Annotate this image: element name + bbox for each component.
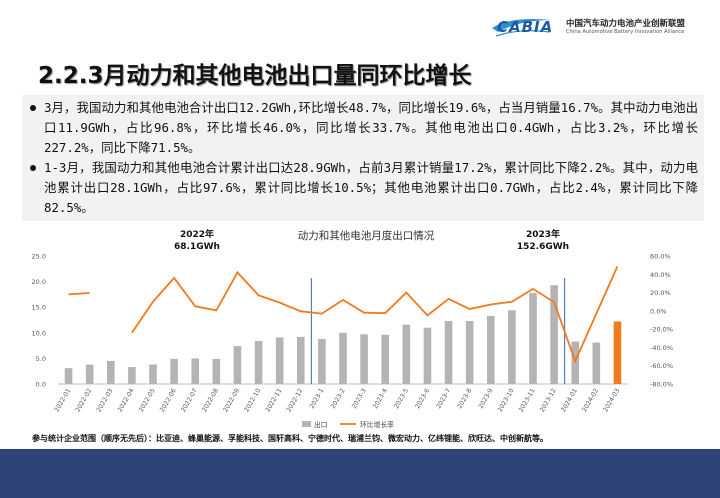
bar-2022-12 (296, 336, 305, 384)
bar-2022-09 (233, 346, 242, 384)
bar-2022-10 (254, 340, 263, 384)
x-tick-label: 2023-1 (309, 387, 326, 410)
legend-swatch-bar (302, 421, 311, 427)
legend-label-line: 环比增长率 (360, 420, 394, 429)
bullet-text: 3月，我国动力和其他电池合计出口12.2GWh,环比增长48.7%，同比增长19… (44, 100, 698, 155)
footer-band (0, 449, 720, 498)
x-tick-label: 2023-5 (393, 387, 410, 410)
x-tick-label: 2023-4 (372, 387, 389, 410)
y-left-tick-label: 15.0 (32, 304, 46, 312)
x-tick-label: 2022-06 (159, 387, 178, 413)
x-tick-label: 2023-7 (435, 387, 452, 410)
bar-2022-03 (106, 360, 115, 384)
y-right-tick-label: 20.0% (650, 289, 671, 297)
bullet-dot-icon (30, 105, 36, 111)
bar-2022-04 (128, 367, 136, 384)
x-tick-label: 2022-01 (53, 387, 72, 413)
annotation-2023-year: 2023年 (526, 228, 560, 240)
org-name-en: China Automotive Battery Innovation Alli… (566, 29, 685, 35)
x-tick-label: 2023-10 (497, 387, 516, 413)
bar-2022-06 (170, 358, 178, 384)
legend-label-bar: 出口 (314, 420, 328, 429)
y-left-tick-label: 10.0 (32, 329, 46, 337)
bar-2023-9 (486, 315, 495, 384)
bar-2023-12 (550, 285, 558, 384)
x-tick-label: 2023-12 (539, 387, 558, 413)
x-tick-label: 2022-10 (243, 387, 262, 413)
x-tick-label: 2022-08 (201, 387, 220, 413)
x-tick-label: 2022-12 (286, 387, 305, 413)
cabia-logo-icon (492, 19, 552, 37)
x-tick-label: 2023-8 (456, 387, 473, 410)
x-tick-label: 2022-11 (264, 387, 283, 413)
export-chart: 动力和其他电池月度出口情况 2022年 68.1GWh 2023年 152.6G… (32, 228, 673, 429)
x-tick-label: 2023-11 (518, 387, 537, 413)
annotation-2023-total: 152.6GWh (517, 242, 569, 252)
bar-2023-4 (381, 334, 390, 384)
x-tick-label: 2022-03 (96, 387, 115, 413)
y-right-tick-label: -20.0% (650, 326, 673, 334)
bar-2023-6 (423, 327, 432, 384)
bullet-dot-icon (30, 165, 36, 171)
y-right-tick-label: 0.0% (650, 307, 667, 315)
slide-title: 2.2.3月动力和其他电池出口量同环比增长 (38, 63, 472, 89)
x-tick-label: 2024-03 (602, 387, 621, 413)
summary-box: 3月，我国动力和其他电池合计出口12.2GWh,环比增长48.7%，同比增长19… (22, 95, 704, 221)
y-right-tick-label: -60.0% (650, 362, 673, 370)
y-right-tick-label: 40.0% (650, 271, 671, 279)
mom-growth-line (131, 265, 619, 364)
chart-title: 动力和其他电池月度出口情况 (298, 229, 435, 242)
org-name-cn: 中国汽车动力电池产业创新联盟 (566, 19, 686, 29)
bar-2022-11 (275, 337, 284, 384)
bar-2023-3 (360, 334, 368, 384)
bullet-march: 3月，我国动力和其他电池合计出口12.2GWh,环比增长48.7%，同比增长19… (26, 98, 698, 158)
bar-2022-07 (191, 358, 200, 384)
y-left-tick-label: 25.0 (32, 253, 46, 261)
x-tick-label: 2022-07 (180, 387, 199, 413)
footnote: 参与统计企业范围（顺序无先后）：比亚迪、蜂巢能源、孚能科技、国轩高科、宁德时代、… (32, 434, 548, 443)
bar-2022-02 (85, 364, 94, 384)
y-left-tick-label: 5.0 (36, 355, 46, 363)
bullet-text: 1-3月，我国动力和其他电池合计累计出口达28.9GWh，占前3月累计销量17.… (44, 160, 698, 215)
bar-2023-7 (444, 321, 453, 384)
x-tick-label: 2022-09 (222, 387, 241, 413)
org-logo: CABIA 中国汽车动力电池产业创新联盟 China Automotive Ba… (490, 14, 710, 40)
bar-2023-8 (465, 321, 474, 384)
y-left-tick-label: 20.0 (32, 278, 46, 286)
x-tick-label: 2023-2 (330, 387, 347, 410)
annotation-2022-year: 2022年 (180, 228, 214, 240)
bar-2024-02 (592, 342, 601, 384)
bar-2023-10 (508, 310, 516, 384)
x-tick-label: 2024-01 (560, 387, 579, 413)
bar-2022-05 (149, 364, 157, 384)
bar-2023-2 (339, 332, 347, 384)
bar-2023-5 (402, 324, 411, 384)
x-tick-label: 2022-02 (74, 387, 93, 413)
bar-2022-01 (64, 368, 73, 384)
bullet-q1: 1-3月，我国动力和其他电池合计累计出口达28.9GWh，占前3月累计销量17.… (26, 158, 698, 218)
y-right-tick-label: -80.0% (650, 381, 673, 389)
y-right-tick-label: -40.0% (650, 344, 673, 352)
x-tick-label: 2024-02 (581, 387, 600, 413)
y-left-tick-label: 0.0 (36, 381, 46, 389)
x-tick-label: 2022-05 (138, 387, 157, 413)
bar-2023-11 (529, 292, 537, 384)
bar-2024-03 (613, 321, 622, 384)
bar-2022-08 (212, 358, 221, 384)
x-tick-label: 2023-6 (414, 387, 431, 410)
x-tick-label: 2022-04 (117, 387, 136, 413)
x-tick-label: 2023-9 (477, 387, 494, 410)
x-tick-label: 2023-3 (351, 387, 368, 410)
bar-2023-1 (318, 338, 326, 384)
annotation-2022-total: 68.1GWh (174, 242, 220, 252)
mom-growth-line (68, 292, 90, 296)
y-right-tick-label: 60.0% (650, 253, 671, 261)
